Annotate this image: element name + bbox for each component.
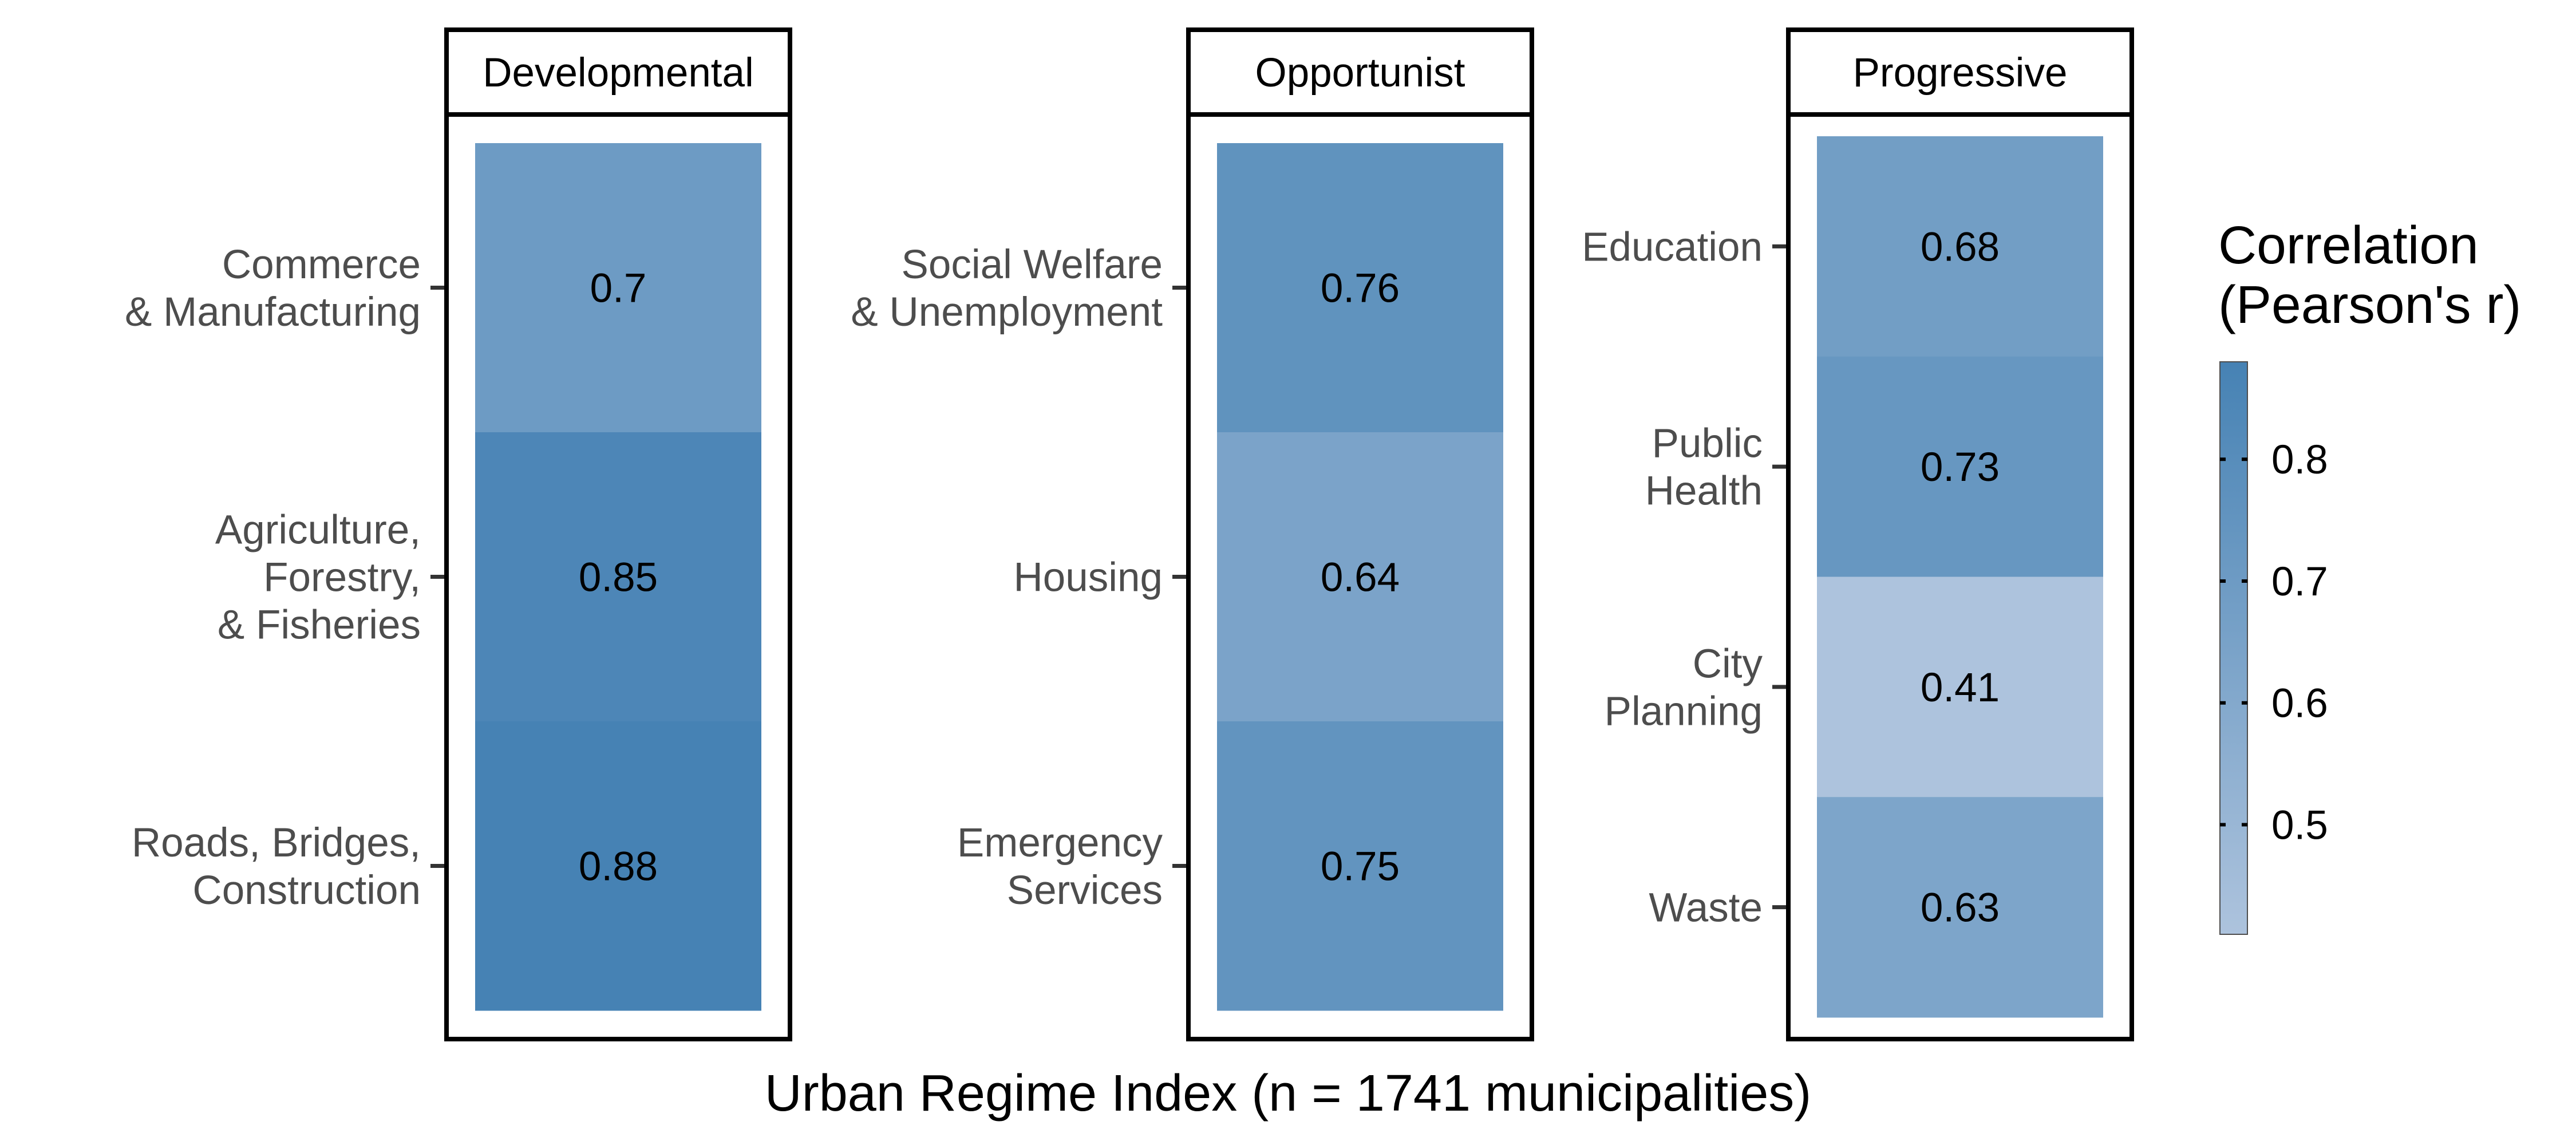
tile-progressive-city-planning <box>1817 577 2103 797</box>
y-label-emergency-services: Emergency Services <box>957 820 1163 913</box>
tile-value-public-health: 0.73 <box>1921 445 2000 490</box>
facet-developmental: Developmental 0.7 Commerce & Manufacturing 0… <box>125 27 792 1041</box>
facet-panel-border-progressive <box>1786 112 2134 1041</box>
legend-title: Correlation (Pearson's r) <box>2218 215 2521 334</box>
y-label-housing: Housing <box>1014 555 1163 601</box>
y-label-public-health: Public Health <box>1645 421 1763 514</box>
facet-opportunist: Opportunist 0.76 Social Welfare & Unemploym… <box>851 27 1534 1041</box>
tile-value-commerce-manufacturing: 0.7 <box>590 266 647 311</box>
tile-value-waste: 0.63 <box>1921 886 2000 931</box>
tile-opportunist-housing <box>1217 432 1503 722</box>
tile-value-social-welfare-unemployment: 0.76 <box>1321 266 1400 311</box>
facets-group: Developmental 0.7 Commerce & Manufacturing 0… <box>125 27 2134 1041</box>
y-label-city-planning: City Planning <box>1605 641 1763 734</box>
legend-tick-label-0-5: 0.5 <box>2271 803 2328 848</box>
tile-value-housing: 0.64 <box>1321 555 1400 601</box>
tile-progressive-education <box>1817 136 2103 357</box>
tile-progressive-waste <box>1817 797 2103 1018</box>
facet-progressive: Progressive 0.68 Education 0.73 Public Health… <box>1582 27 2134 1041</box>
facet-panel-border-developmental <box>444 112 792 1041</box>
legend-tick-label-0-8: 0.8 <box>2271 437 2328 483</box>
y-label-agriculture-forestry-fisheries: Agriculture, Forestry, & Fisheries <box>215 508 421 648</box>
facet-title-developmental: Developmental <box>483 50 754 96</box>
facet-title-opportunist: Opportunist <box>1255 50 1465 96</box>
tile-developmental-agriculture-forestry-fisheries <box>475 432 761 722</box>
y-label-waste: Waste <box>1649 886 1763 931</box>
tile-value-emergency-services: 0.75 <box>1321 844 1400 890</box>
legend-tick-label-0-7: 0.7 <box>2271 559 2328 605</box>
tile-progressive-public-health <box>1817 356 2103 577</box>
facet-title-progressive: Progressive <box>1853 50 2068 96</box>
tile-opportunist-emergency-services <box>1217 721 1503 1011</box>
tile-value-education: 0.68 <box>1921 224 2000 270</box>
tile-value-city-planning: 0.41 <box>1921 665 2000 710</box>
tile-value-roads-bridges-construction: 0.88 <box>579 844 658 890</box>
tile-developmental-commerce-manufacturing <box>475 143 761 433</box>
tile-value-agriculture-forestry-fisheries: 0.85 <box>579 555 658 601</box>
legend-tick-label-0-6: 0.6 <box>2271 681 2328 727</box>
legend-colorbar <box>2219 361 2248 935</box>
y-label-education: Education <box>1582 224 1763 270</box>
x-axis-title: Urban Regime Index (n = 1741 municipalit… <box>765 1065 1811 1122</box>
facet-strip-developmental <box>444 27 792 117</box>
facet-panel-border-opportunist <box>1186 112 1534 1041</box>
tile-opportunist-social-welfare-unemployment <box>1217 143 1503 433</box>
y-label-commerce-manufacturing: Commerce & Manufacturing <box>125 242 421 335</box>
tile-developmental-roads-bridges-construction <box>475 721 761 1011</box>
y-label-social-welfare-unemployment: Social Welfare & Unemployment <box>851 242 1163 335</box>
facet-strip-progressive <box>1786 27 2134 117</box>
legend: Correlation (Pearson's r) 0.5 0.6 0.7 0.8 <box>2218 215 2521 935</box>
y-label-roads-bridges-construction: Roads, Bridges, Construction <box>132 820 421 913</box>
